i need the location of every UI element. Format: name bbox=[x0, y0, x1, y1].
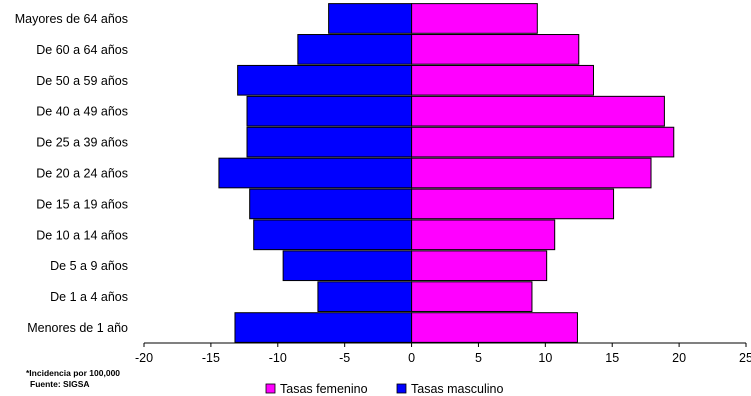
bar-masculino-10 bbox=[328, 3, 413, 34]
category-label: Menores de 1 año bbox=[27, 321, 128, 335]
x-tick-label: -20 bbox=[135, 351, 153, 365]
x-tick-label: 20 bbox=[672, 351, 686, 365]
bars-group bbox=[218, 3, 675, 343]
bar-femenino-7 bbox=[411, 95, 665, 127]
x-tick-label: 0 bbox=[408, 351, 415, 365]
bar-femenino-5 bbox=[411, 157, 652, 189]
bar-femenino-8 bbox=[411, 64, 594, 96]
bar-masculino-0 bbox=[234, 312, 413, 343]
x-tick-label: 25 bbox=[739, 351, 751, 365]
legend: Tasas femenino Tasas masculino bbox=[265, 382, 503, 396]
bar-femenino-2 bbox=[411, 250, 548, 282]
x-axis: -20 -15 -10 -5 0 5 10 15 20 25 bbox=[135, 342, 751, 365]
x-tick-label: 15 bbox=[605, 351, 619, 365]
x-tick-label: 10 bbox=[538, 351, 552, 365]
legend-label-femenino: Tasas femenino bbox=[280, 382, 368, 396]
bar-masculino-9 bbox=[297, 34, 413, 65]
category-label: Mayores de 64 años bbox=[15, 12, 128, 26]
category-label: De 5 a 9 años bbox=[50, 259, 128, 273]
category-labels: Menores de 1 año De 1 a 4 años De 5 a 9 añ… bbox=[15, 12, 128, 335]
bar-masculino-5 bbox=[218, 157, 413, 189]
category-label: De 1 a 4 años bbox=[50, 290, 128, 304]
bar-femenino-10 bbox=[411, 3, 538, 34]
category-label: De 60 a 64 años bbox=[36, 43, 128, 57]
note-incidence: *Incidencia por 100,000 bbox=[26, 368, 121, 378]
bar-femenino-6 bbox=[411, 126, 675, 158]
category-label: De 40 a 49 años bbox=[36, 105, 128, 119]
legend-swatch-femenino bbox=[265, 383, 276, 394]
x-tick-label: -15 bbox=[202, 351, 220, 365]
legend-label-masculino: Tasas masculino bbox=[411, 382, 503, 396]
bar-masculino-3 bbox=[253, 219, 413, 251]
legend-swatch-masculino bbox=[396, 383, 407, 394]
bar-masculino-7 bbox=[246, 95, 413, 127]
category-label: De 25 a 39 años bbox=[36, 136, 128, 150]
x-tick-label: 5 bbox=[475, 351, 482, 365]
category-label: De 20 a 24 años bbox=[36, 167, 128, 181]
bar-masculino-1 bbox=[317, 281, 413, 312]
bar-femenino-4 bbox=[411, 188, 615, 220]
x-tick-label: -10 bbox=[269, 351, 287, 365]
x-tick-label: -5 bbox=[339, 351, 350, 365]
bar-masculino-2 bbox=[282, 250, 413, 282]
bar-femenino-0 bbox=[411, 312, 578, 343]
bar-femenino-1 bbox=[411, 281, 533, 312]
category-label: De 50 a 59 años bbox=[36, 74, 128, 88]
bar-masculino-4 bbox=[249, 188, 413, 220]
note-source: Fuente: SIGSA bbox=[30, 379, 90, 389]
bar-femenino-9 bbox=[411, 34, 580, 65]
bar-masculino-6 bbox=[246, 126, 413, 158]
category-label: De 15 a 19 años bbox=[36, 197, 128, 211]
bar-masculino-8 bbox=[237, 64, 413, 96]
bar-femenino-3 bbox=[411, 219, 556, 251]
category-label: De 10 a 14 años bbox=[36, 228, 128, 242]
